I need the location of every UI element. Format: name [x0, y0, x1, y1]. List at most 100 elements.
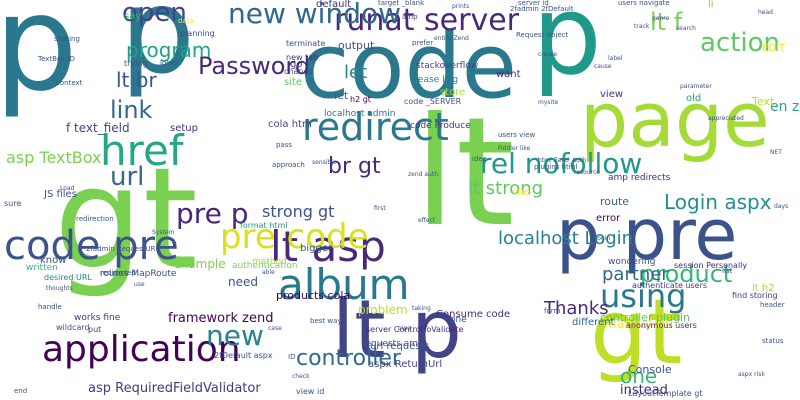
word: plugins html [534, 163, 578, 171]
word: runat server [334, 3, 520, 38]
word: server id [518, 0, 549, 7]
word: redirection [76, 215, 114, 223]
word: amp [402, 13, 418, 21]
word: one [620, 364, 658, 388]
word: album [278, 260, 410, 309]
word: authentication [232, 261, 298, 271]
word: method [252, 257, 287, 267]
word: JS files [44, 189, 77, 200]
word: looks [160, 59, 179, 67]
word: output [338, 39, 375, 52]
word: manual en [604, 317, 674, 332]
word: authenticate users [632, 281, 708, 290]
word: zend auth [408, 171, 438, 178]
word: product [640, 260, 733, 288]
word: create [538, 51, 558, 58]
word: code _SERVER [404, 97, 462, 106]
word: Login [594, 235, 611, 242]
word: products cola [276, 289, 351, 302]
word: lt asp [270, 222, 386, 271]
word: search [676, 25, 696, 32]
word: form [544, 307, 561, 315]
word: code Produce [410, 121, 471, 131]
word: pipe [398, 325, 411, 332]
word: status [762, 337, 784, 345]
word: sensible [312, 159, 337, 166]
word: terminate [286, 39, 326, 48]
word: need [228, 275, 258, 289]
word: pre code [220, 217, 369, 257]
word: target _blank [378, 0, 425, 7]
word: error [596, 213, 621, 224]
word: gt [590, 280, 683, 385]
word: prints [452, 3, 470, 10]
word: ID [288, 353, 296, 361]
word: framework zend [168, 311, 274, 326]
word: aspx ReturnUrl [368, 359, 443, 370]
word: url [110, 162, 145, 192]
word: genre [652, 15, 670, 22]
word: rel nofollow [480, 147, 643, 180]
word: p pre [556, 194, 738, 276]
word: Login aspx [664, 190, 772, 214]
word: context [56, 79, 83, 87]
word: check [292, 373, 310, 380]
word: data [178, 17, 194, 25]
word: works fine [74, 313, 121, 323]
word: 2fadmin RequestURL [86, 245, 160, 253]
word: code [300, 14, 518, 119]
word: redirected [100, 269, 136, 277]
word: handle [38, 303, 62, 311]
word: Load [60, 185, 75, 192]
word: go [290, 59, 303, 70]
word: Request object [516, 31, 569, 39]
word: TextBox ID [38, 55, 75, 63]
word: page [580, 75, 770, 164]
word: program [126, 38, 212, 62]
word: different [572, 317, 615, 328]
word: li [708, 0, 714, 10]
word: know [40, 255, 67, 266]
word: server ControlToValidate [366, 325, 464, 334]
word: shifting [54, 35, 80, 43]
word: use [134, 281, 145, 288]
word: open [122, 0, 187, 28]
word: prefer [412, 39, 434, 47]
word: session Personally [674, 261, 748, 270]
word: store [440, 87, 466, 98]
word: anonymous users [626, 321, 697, 330]
word: view id [296, 387, 325, 396]
word: site [284, 77, 303, 88]
word: instead [620, 383, 668, 398]
word: setup [170, 123, 198, 134]
word: localhost Login [498, 228, 634, 249]
word: code pre [4, 223, 179, 269]
word: label [608, 55, 623, 62]
word: System [152, 229, 175, 236]
word: Consume code [436, 309, 511, 320]
word: find storing [732, 291, 778, 300]
word: parameter [680, 83, 712, 90]
word: new tab [286, 53, 319, 62]
word: p [120, 0, 195, 100]
word: planning [180, 29, 215, 38]
word: localhost admin [324, 109, 396, 119]
word: put [88, 325, 102, 334]
word: Password [198, 52, 311, 80]
word: users view [498, 131, 536, 139]
word: written [26, 263, 58, 273]
word: partner [602, 264, 669, 285]
word: href [100, 126, 184, 175]
word: lt strong [468, 178, 544, 199]
word: cause [594, 63, 612, 70]
word: first [374, 205, 386, 212]
word: requests amp [362, 339, 424, 349]
word: let [344, 62, 368, 83]
word: trying [124, 59, 148, 68]
word: pass [276, 141, 293, 149]
word: Thanks [544, 298, 609, 319]
word: gt [54, 138, 198, 301]
word: Text [752, 95, 775, 108]
word: br gt [328, 154, 381, 179]
word: change [284, 67, 314, 76]
